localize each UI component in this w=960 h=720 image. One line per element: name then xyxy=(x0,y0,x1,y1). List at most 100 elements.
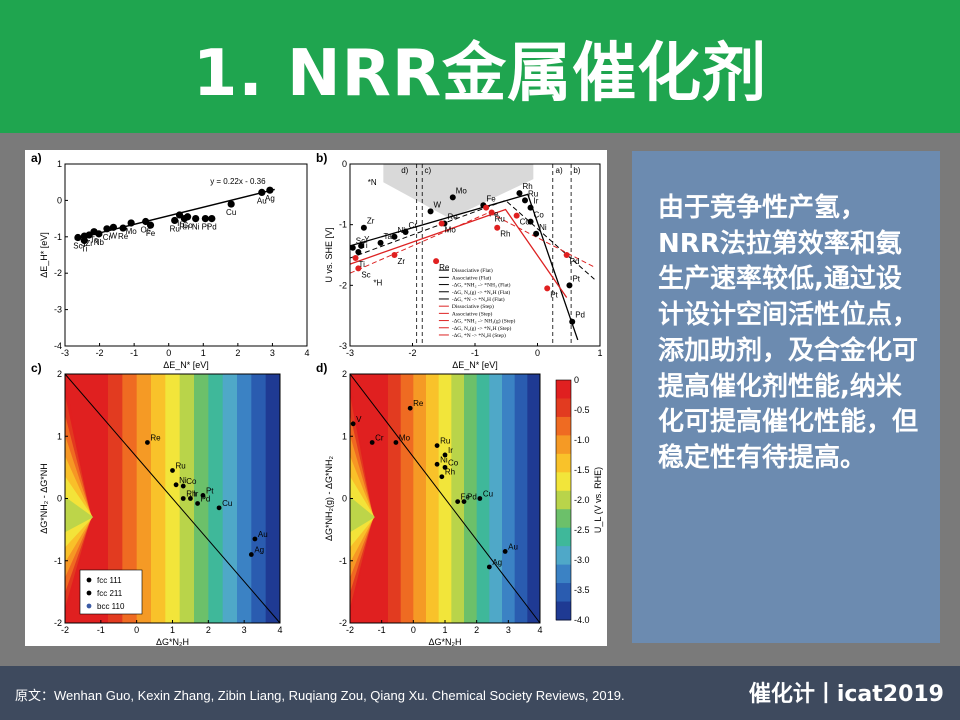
panel-a-point xyxy=(258,188,266,196)
colorbar-tick-label: -1.5 xyxy=(574,465,590,475)
panel-b-legend-label: Associative (Flat) xyxy=(452,274,491,281)
panel-a-point xyxy=(127,219,135,227)
brand-label: 催化计丨icat2019 xyxy=(748,682,944,707)
panel-b-flat-label: Ti xyxy=(361,241,368,250)
panel-a-point-label: Cr xyxy=(103,233,112,242)
panel-c-point xyxy=(200,492,206,498)
panel-b-step-point xyxy=(433,258,440,265)
panel-c-point-label: Co xyxy=(186,477,197,486)
panel-c-ytick-label: -2 xyxy=(54,618,62,628)
panel-c-point xyxy=(180,496,186,501)
colorbar-segment xyxy=(556,453,571,473)
panel-b-region-label: *H xyxy=(373,278,382,287)
panel-c-point-label: Ag xyxy=(254,546,264,555)
panel-c-point-label: Ru xyxy=(176,461,186,470)
panel-b-flat-label: Zr xyxy=(367,217,375,226)
colorbar-segment xyxy=(556,527,571,547)
panel-d-point-label: Fe xyxy=(461,493,471,502)
panel-c-point xyxy=(248,552,254,557)
panel-d-point xyxy=(502,549,508,554)
panel-c-point-label: Ni xyxy=(179,476,187,485)
panel-b-step-label: Sc xyxy=(361,270,370,279)
colorbar-segment xyxy=(556,564,571,584)
panel-b-step-point xyxy=(483,204,490,211)
panel-b-flat-point xyxy=(566,282,573,289)
panel-b-region-label: d) xyxy=(401,166,408,175)
panel-b-flat-point xyxy=(377,239,384,246)
panel-b-flat-point xyxy=(360,224,367,231)
panel-b-legend-label: Associative (Step) xyxy=(452,310,493,317)
panel-b-step-point xyxy=(494,224,501,231)
panel-b-step-label: Re xyxy=(439,263,450,272)
panel-a-point-label: Fe xyxy=(146,229,156,238)
panel-b-flat-point xyxy=(358,242,365,249)
panel-a-fit-label: y = 0.22x - 0.36 xyxy=(210,177,266,186)
panel-b-step-point xyxy=(391,252,398,258)
panel-b-panel-label: b) xyxy=(316,151,327,165)
colorbar-label: U_L (V vs. RHE) xyxy=(593,467,603,533)
panel-b-step-label: Rh xyxy=(500,230,510,239)
panel-b-flat-label: Y xyxy=(364,235,370,244)
panel-b-legend-label: -ΔG, *N -> *N₂H (Flat) xyxy=(452,296,505,303)
colorbar-frame xyxy=(555,379,572,621)
panel-b-flat-label: Fe xyxy=(486,194,496,203)
panel-b-flat-label: Nb xyxy=(397,226,408,235)
panel-b-flat-point xyxy=(449,194,456,201)
panel-b-legend-label: Dissociative (Step) xyxy=(452,303,494,310)
panel-d-point xyxy=(442,452,448,458)
panel-d-ytick-label: 1 xyxy=(342,431,347,441)
panel-a-point xyxy=(80,236,88,245)
panel-b-ytick-label: -3 xyxy=(339,341,347,351)
page-title: 1. NRR金属催化剂 xyxy=(192,37,768,111)
panel-c-xtick-label: 4 xyxy=(277,625,282,635)
colorbar-tick-label: -0.5 xyxy=(574,405,590,415)
panel-c-point xyxy=(216,505,222,511)
panel-d-point xyxy=(442,464,448,470)
panel-a-xtick-label: 0 xyxy=(166,348,171,358)
figure-panel: -3 -2 -1 0 1 2 3 4 -4 -3 -2 -1 0 1 ΔE_N* [eV] ΔE_H* [eV… xyxy=(25,150,607,646)
panel-b-flat-point xyxy=(569,318,576,325)
panel-c-xtick-label: -1 xyxy=(97,625,105,635)
panel-a-point-label: Ta xyxy=(90,236,99,245)
panel-d-xtick-label: 4 xyxy=(537,625,542,635)
panel-b-flat-point xyxy=(391,233,398,240)
panel-d-point-label: V xyxy=(356,415,362,424)
colorbar-segment xyxy=(556,380,571,399)
panel-c-ytick-label: -1 xyxy=(54,556,62,566)
panel-d-point xyxy=(434,443,440,448)
panel-b-flat-label: Rh xyxy=(522,182,532,191)
panel-c-legend-swatch xyxy=(86,590,92,596)
panel-a-point-label: Os xyxy=(141,226,151,235)
panel-d-ylabel: ΔG*NH₂(g) - ΔG*NH₂ xyxy=(324,455,334,541)
panel-c-point-label: Pd xyxy=(201,494,211,503)
panel-d-point-label: Ru xyxy=(440,437,450,446)
panel-a-point-label: Au xyxy=(257,196,267,205)
panel-d-ytick-label: 0 xyxy=(342,494,347,504)
panel-d-point xyxy=(461,499,467,505)
colorbar-tick-label: -3.0 xyxy=(574,555,590,565)
citation-text: 原文：Wenhan Guo, Kexin Zhang, Zibin Liang,… xyxy=(15,688,625,703)
panel-a-ylabel: ΔE_H* [eV] xyxy=(39,232,49,278)
title-bar: 1. NRR金属催化剂 xyxy=(0,0,960,133)
panel-b-region-label: b) xyxy=(573,166,580,175)
panel-d-point xyxy=(369,440,375,445)
panel-b-flat-point xyxy=(527,204,534,211)
panel-b-flat-point xyxy=(402,228,409,235)
colorbar-segment xyxy=(556,509,571,529)
panel-d-point xyxy=(486,564,492,570)
panel-b-flat-label: Mo xyxy=(456,186,468,195)
panel-c-ytick-label: 2 xyxy=(57,369,62,379)
panel-d-point-label: Cr xyxy=(375,433,384,442)
panel-a-panel-label: a) xyxy=(31,151,42,165)
panel-b-step-point xyxy=(352,255,359,262)
panel-a-point-label: Ir xyxy=(177,219,182,228)
panel-a-ytick-label: -1 xyxy=(54,232,62,242)
panel-a-point xyxy=(180,215,188,223)
panel-d-xtick-label: 2 xyxy=(474,625,479,635)
panel-b-flat-point xyxy=(527,218,534,225)
panel-d-point-label: Ni xyxy=(440,455,448,464)
panel-a-point-label: Ag xyxy=(265,194,275,203)
panel-b-ylabel: U vs. SHE [V] xyxy=(324,227,334,282)
panel-a-point-label: Pd xyxy=(207,223,217,232)
panel-d-xtick-label: 3 xyxy=(506,625,511,635)
